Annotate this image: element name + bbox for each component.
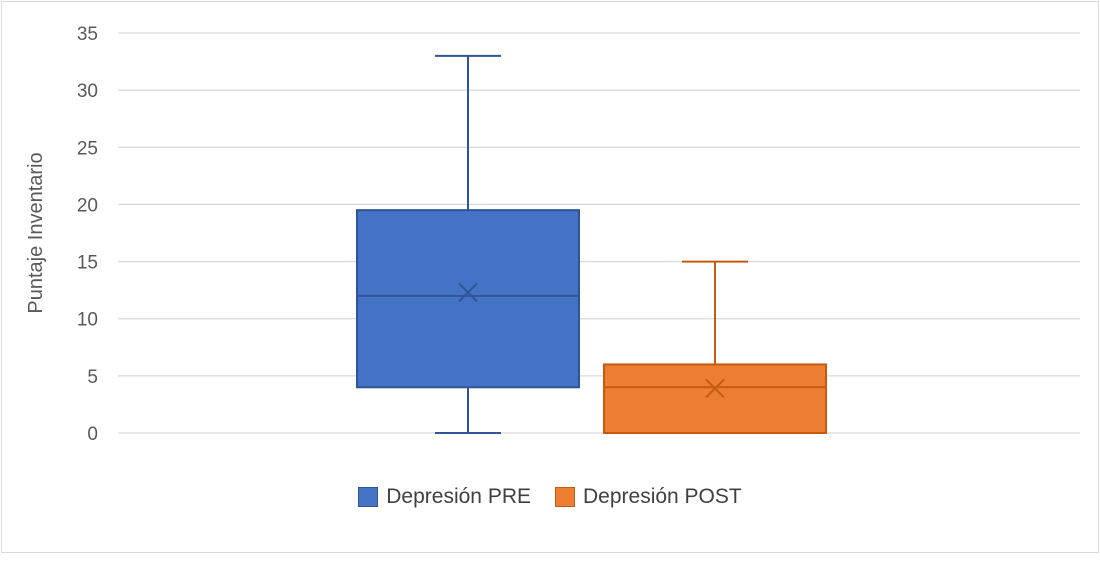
box-iqr bbox=[356, 209, 580, 389]
mean-marker bbox=[705, 378, 725, 399]
y-tick-label: 10 bbox=[77, 310, 98, 331]
y-tick-label: 0 bbox=[87, 424, 98, 445]
y-tick-label: 35 bbox=[77, 24, 98, 45]
box-series bbox=[356, 54, 827, 434]
legend-swatch-pre bbox=[358, 487, 379, 507]
legend-item-post: Depresión POST bbox=[555, 485, 742, 509]
y-tick-label: 20 bbox=[77, 195, 98, 216]
y-tick-label: 15 bbox=[77, 253, 98, 274]
mean-marker bbox=[458, 282, 478, 303]
box-pre bbox=[356, 54, 580, 434]
y-axis-title: Puntaje Inventario bbox=[25, 152, 47, 313]
box-iqr bbox=[603, 363, 827, 434]
legend-label-post: Depresión POST bbox=[583, 485, 742, 508]
y-tick-label: 30 bbox=[77, 81, 98, 102]
legend-label-pre: Depresión PRE bbox=[386, 485, 531, 508]
legend-item-pre: Depresión PRE bbox=[358, 485, 531, 509]
y-tick-label: 25 bbox=[77, 138, 98, 159]
legend: Depresión PRE Depresión POST bbox=[0, 485, 1100, 509]
y-tick-labels: 0 5 10 15 20 25 30 35 bbox=[77, 24, 98, 445]
legend-swatch-post bbox=[555, 487, 575, 507]
box-post bbox=[603, 260, 827, 434]
gridlines bbox=[118, 32, 1080, 434]
y-tick-label: 5 bbox=[87, 367, 98, 388]
